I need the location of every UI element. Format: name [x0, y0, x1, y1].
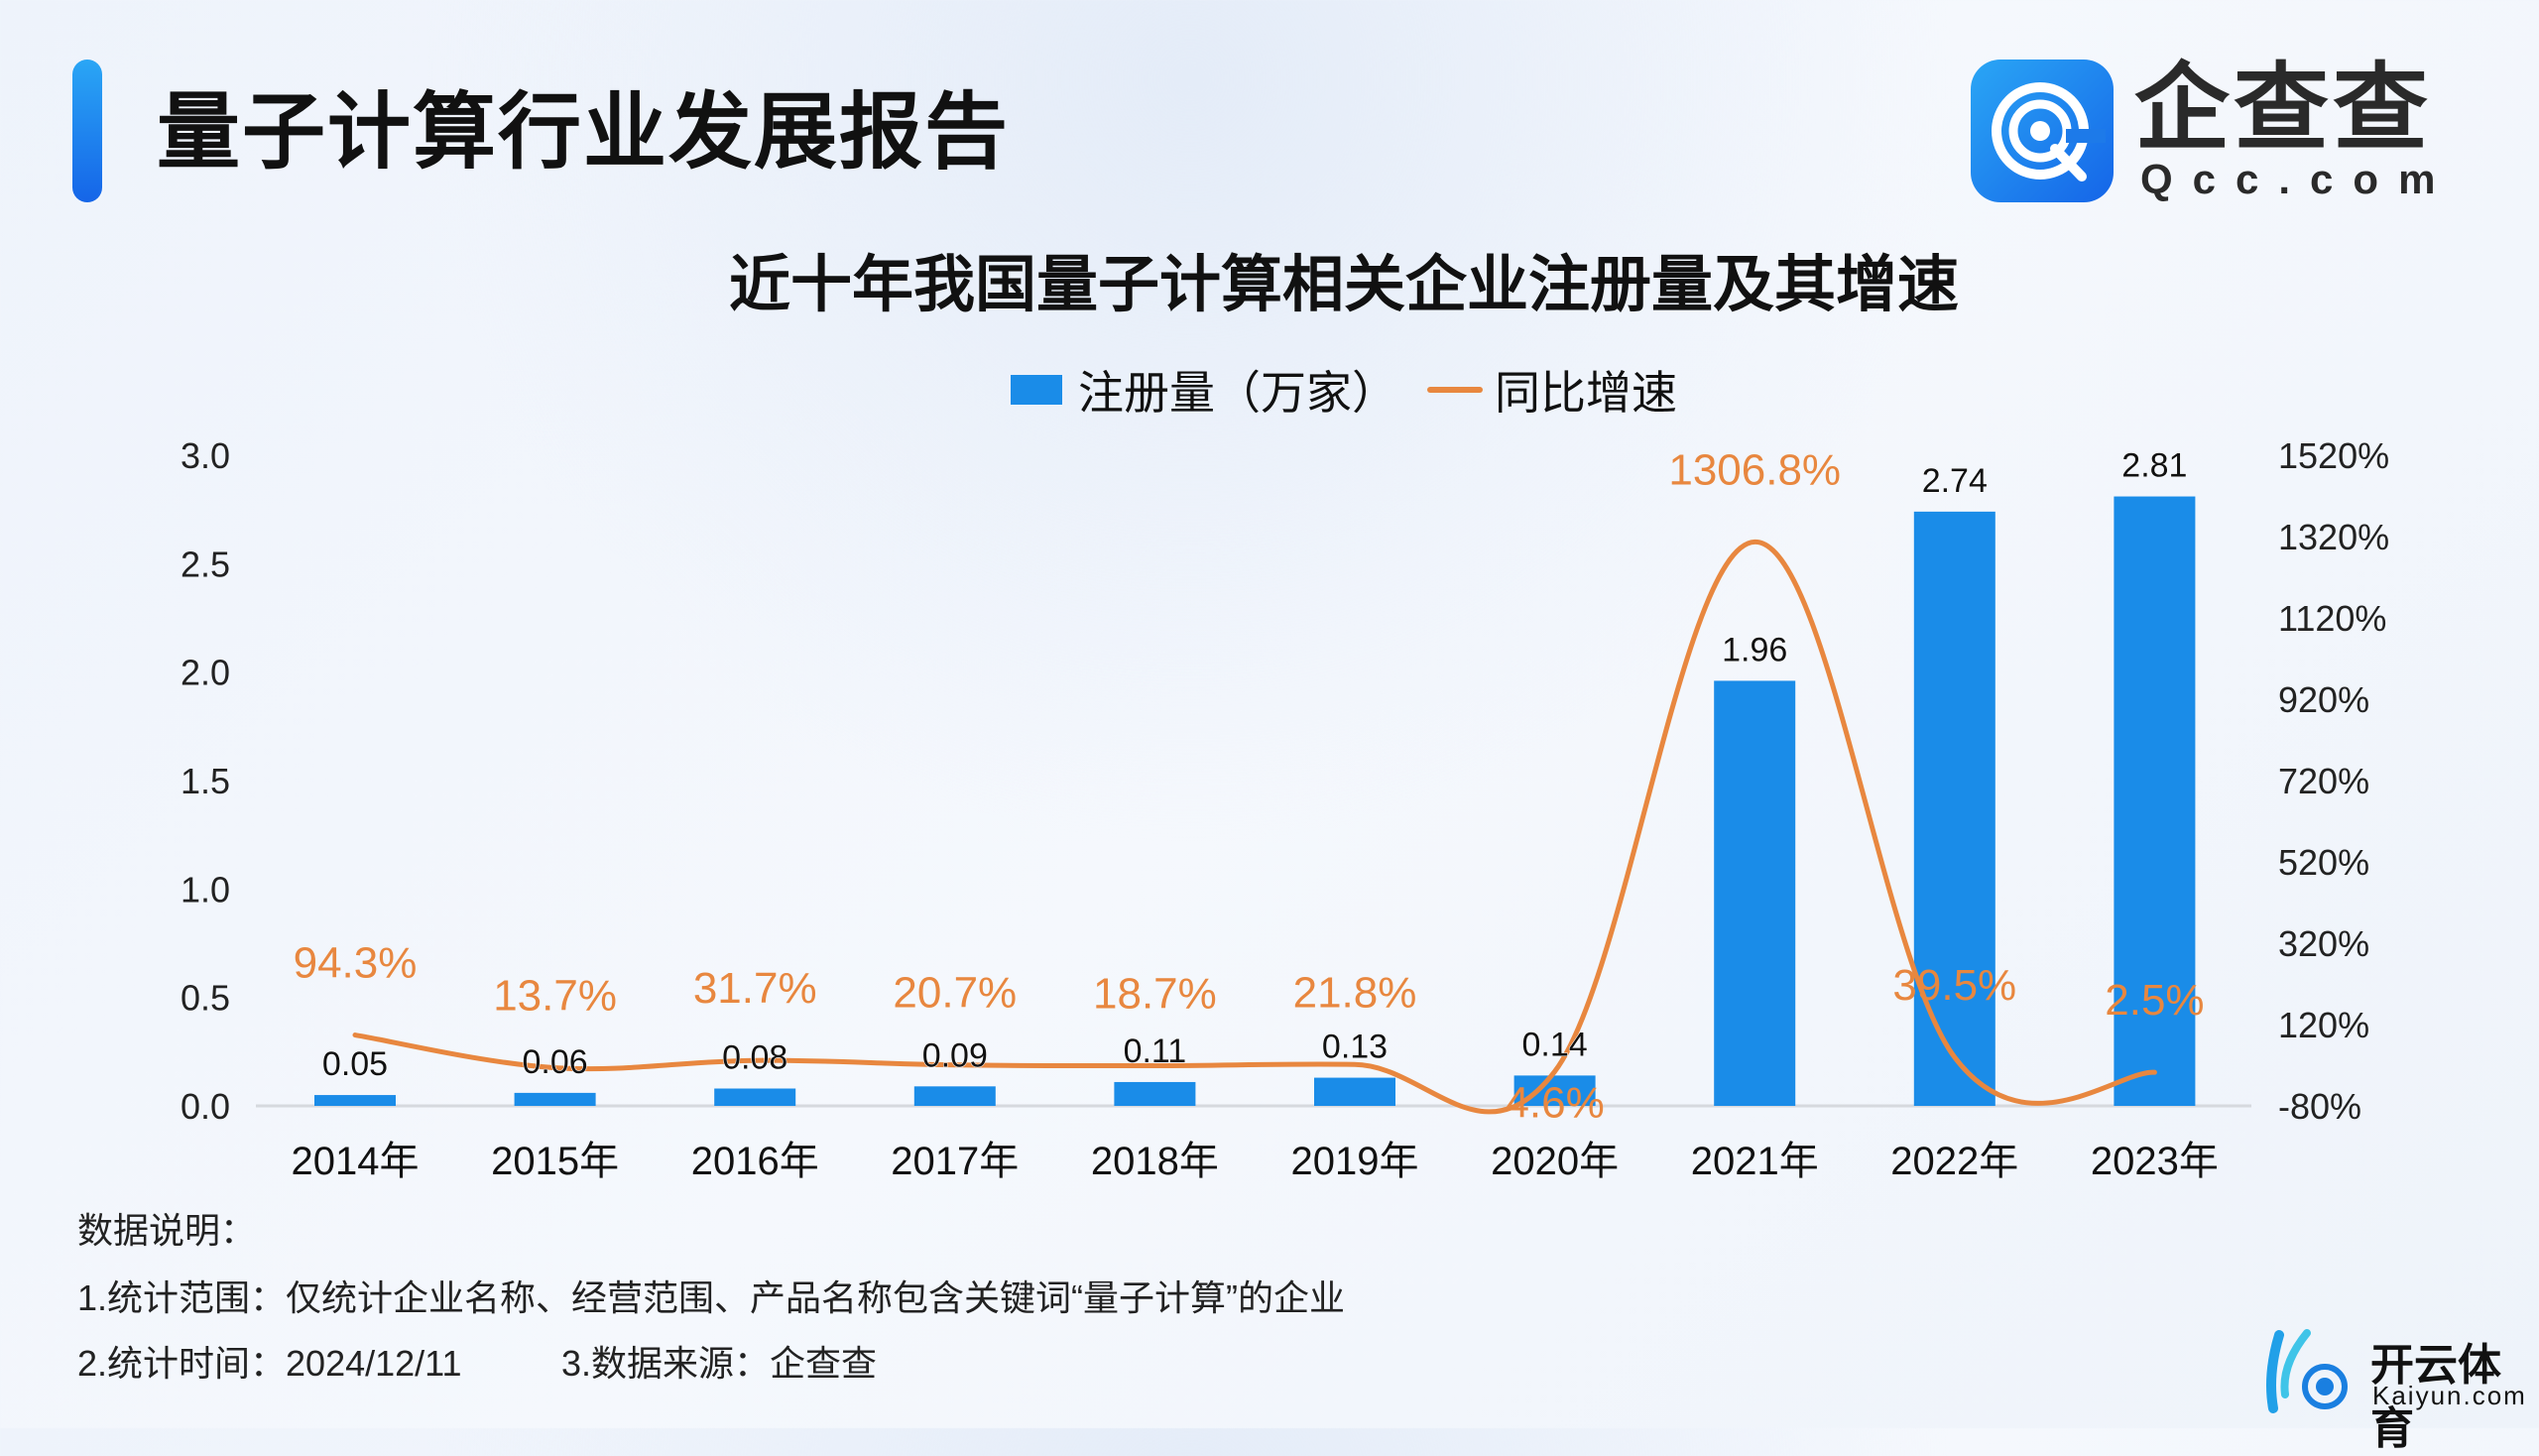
legend-bar-swatch: [1011, 375, 1062, 405]
bar-value-label: 0.05: [322, 1045, 388, 1083]
x-axis-tick: 2014年: [292, 1140, 420, 1183]
left-axis-tick: 2.0: [181, 653, 230, 693]
bar-value-label: 0.13: [1322, 1029, 1388, 1066]
growth-rate-label: 31.7%: [693, 964, 817, 1013]
growth-rate-line: [352, 539, 2157, 1115]
x-axis-tick: 2020年: [1491, 1140, 1619, 1183]
x-axis-tick: 2016年: [691, 1140, 819, 1183]
growth-rate-label: 13.7%: [493, 972, 617, 1021]
bar-2023年: [2114, 496, 2196, 1107]
right-axis-tick: 920%: [2278, 679, 2369, 720]
notes-heading: 数据说明：: [77, 1210, 257, 1251]
right-axis-tick: 520%: [2278, 842, 2369, 883]
right-axis-tick: 320%: [2278, 923, 2369, 964]
growth-rate-label: 94.3%: [294, 939, 418, 988]
bar-2018年: [1114, 1081, 1196, 1106]
bar-value-label: 0.14: [1522, 1026, 1588, 1063]
left-axis-tick: 0.5: [181, 978, 230, 1019]
kaiyun-watermark: 开云体育 Kaiyun.com: [2259, 1325, 2527, 1453]
bar-value-label: 0.08: [722, 1039, 787, 1077]
growth-rate-label: 21.8%: [1293, 968, 1417, 1017]
right-axis-tick: 1320%: [2278, 517, 2389, 557]
x-axis-tick: 2023年: [2091, 1140, 2219, 1183]
bar-value-label: 0.11: [1124, 1032, 1187, 1070]
bar-2019年: [1314, 1077, 1395, 1106]
qcc-logo-text: 企查查: [2134, 56, 2432, 162]
x-axis-tick: 2018年: [1091, 1140, 1219, 1183]
left-axis-tick: 1.0: [181, 869, 230, 910]
right-axis-tick: -80%: [2278, 1086, 2361, 1127]
legend-line-swatch: [1427, 387, 1483, 393]
right-axis-tick: 720%: [2278, 761, 2369, 801]
growth-rate-label: 2.5%: [2105, 976, 2204, 1025]
bar-2017年: [913, 1086, 996, 1106]
right-axis-tick: 120%: [2278, 1005, 2369, 1045]
kaiyun-domain: Kaiyun.com: [2372, 1381, 2527, 1410]
left-axis-tick: 0.0: [181, 1086, 230, 1127]
bar-value-label: 2.74: [1922, 462, 1988, 500]
bar-2021年: [1714, 680, 1796, 1106]
notes-time: 2.统计时间：2024/12/11: [77, 1343, 462, 1384]
growth-rate-label: 39.5%: [1892, 961, 2016, 1010]
x-axis-tick: 2015年: [491, 1140, 619, 1183]
x-axis-tick: 2019年: [1291, 1140, 1419, 1183]
x-axis-tick: 2017年: [891, 1140, 1019, 1183]
page-title: 量子计算行业发展报告: [157, 85, 1011, 179]
left-axis-tick: 2.5: [181, 544, 230, 584]
growth-rate-label: 18.7%: [1093, 970, 1217, 1019]
bar-value-label: 1.96: [1722, 631, 1787, 668]
bar-value-label: 0.09: [922, 1036, 988, 1074]
chart-legend: 注册量（万家） 同比增速: [0, 357, 2539, 423]
notes-source: 3.数据来源：企查查: [561, 1343, 878, 1384]
qcc-logo-domain: Qcc.com: [2140, 156, 2456, 202]
bar-2014年: [314, 1095, 396, 1106]
legend-bar-label: 注册量（万家）: [1078, 367, 1397, 419]
right-axis-tick: 1520%: [2278, 435, 2389, 476]
x-axis-tick: 2021年: [1691, 1140, 1819, 1183]
legend-line-label: 同比增速: [1495, 367, 1677, 419]
bar-2022年: [1913, 511, 1995, 1106]
left-axis-tick: 3.0: [181, 435, 230, 476]
growth-rate-label: 4.6%: [1505, 1078, 1604, 1127]
x-axis-tick: 2022年: [1890, 1140, 2018, 1183]
growth-rate-label: 20.7%: [893, 969, 1017, 1018]
kaiyun-logo-icon: [2266, 1329, 2348, 1413]
qcc-logo-icon: [1971, 60, 2114, 202]
growth-rate-label: 1306.8%: [1668, 445, 1841, 494]
bar-2016年: [714, 1088, 796, 1106]
title-accent-bar: [72, 60, 102, 202]
left-axis-tick: 1.5: [181, 761, 230, 801]
notes-scope: 1.统计范围：仅统计企业名称、经营范围、产品名称包含关键词“量子计算”的企业: [77, 1277, 1346, 1318]
bar-value-label: 0.06: [523, 1043, 588, 1081]
right-axis-tick: 1120%: [2278, 598, 2386, 639]
chart-title: 近十年我国量子计算相关企业注册量及其增速: [728, 251, 1959, 319]
bar-2015年: [514, 1092, 596, 1106]
bar-value-label: 2.81: [2121, 447, 2187, 485]
